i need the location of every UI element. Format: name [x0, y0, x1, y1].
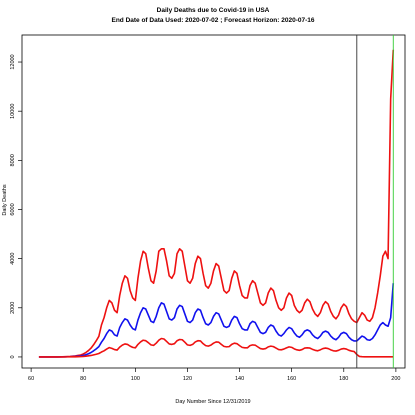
x-tick-label: 140 [235, 376, 244, 382]
y-tick-label: 6000 [10, 203, 16, 215]
y-tick-label: 8000 [10, 154, 16, 166]
y-tick-label: 2000 [10, 302, 16, 314]
y-tick-label: 0 [10, 355, 16, 358]
x-tick-label: 180 [339, 376, 348, 382]
x-tick-label: 120 [183, 376, 192, 382]
x-tick-label: 60 [28, 376, 34, 382]
plot-frame [21, 34, 406, 369]
x-tick-label: 80 [80, 376, 86, 382]
chart-title: Daily Deaths due to Covid-19 in USA [157, 7, 270, 14]
series-line [38, 283, 395, 358]
chart-subtitle: End Date of Data Used: 2020-07-02 ; Fore… [111, 17, 314, 24]
x-tick-label: 160 [287, 376, 296, 382]
x-tick-label: 200 [391, 376, 400, 382]
y-tick-label: 4000 [10, 253, 16, 265]
series-line [38, 49, 395, 358]
y-axis-label: Daily Deaths [2, 184, 8, 215]
y-tick-label: 10000 [10, 104, 16, 119]
y-tick-label: 12000 [10, 54, 16, 69]
x-tick-label: 100 [131, 376, 140, 382]
x-axis-label: Day Number Since 12/31/2019 [175, 399, 250, 405]
series-line [38, 337, 394, 358]
